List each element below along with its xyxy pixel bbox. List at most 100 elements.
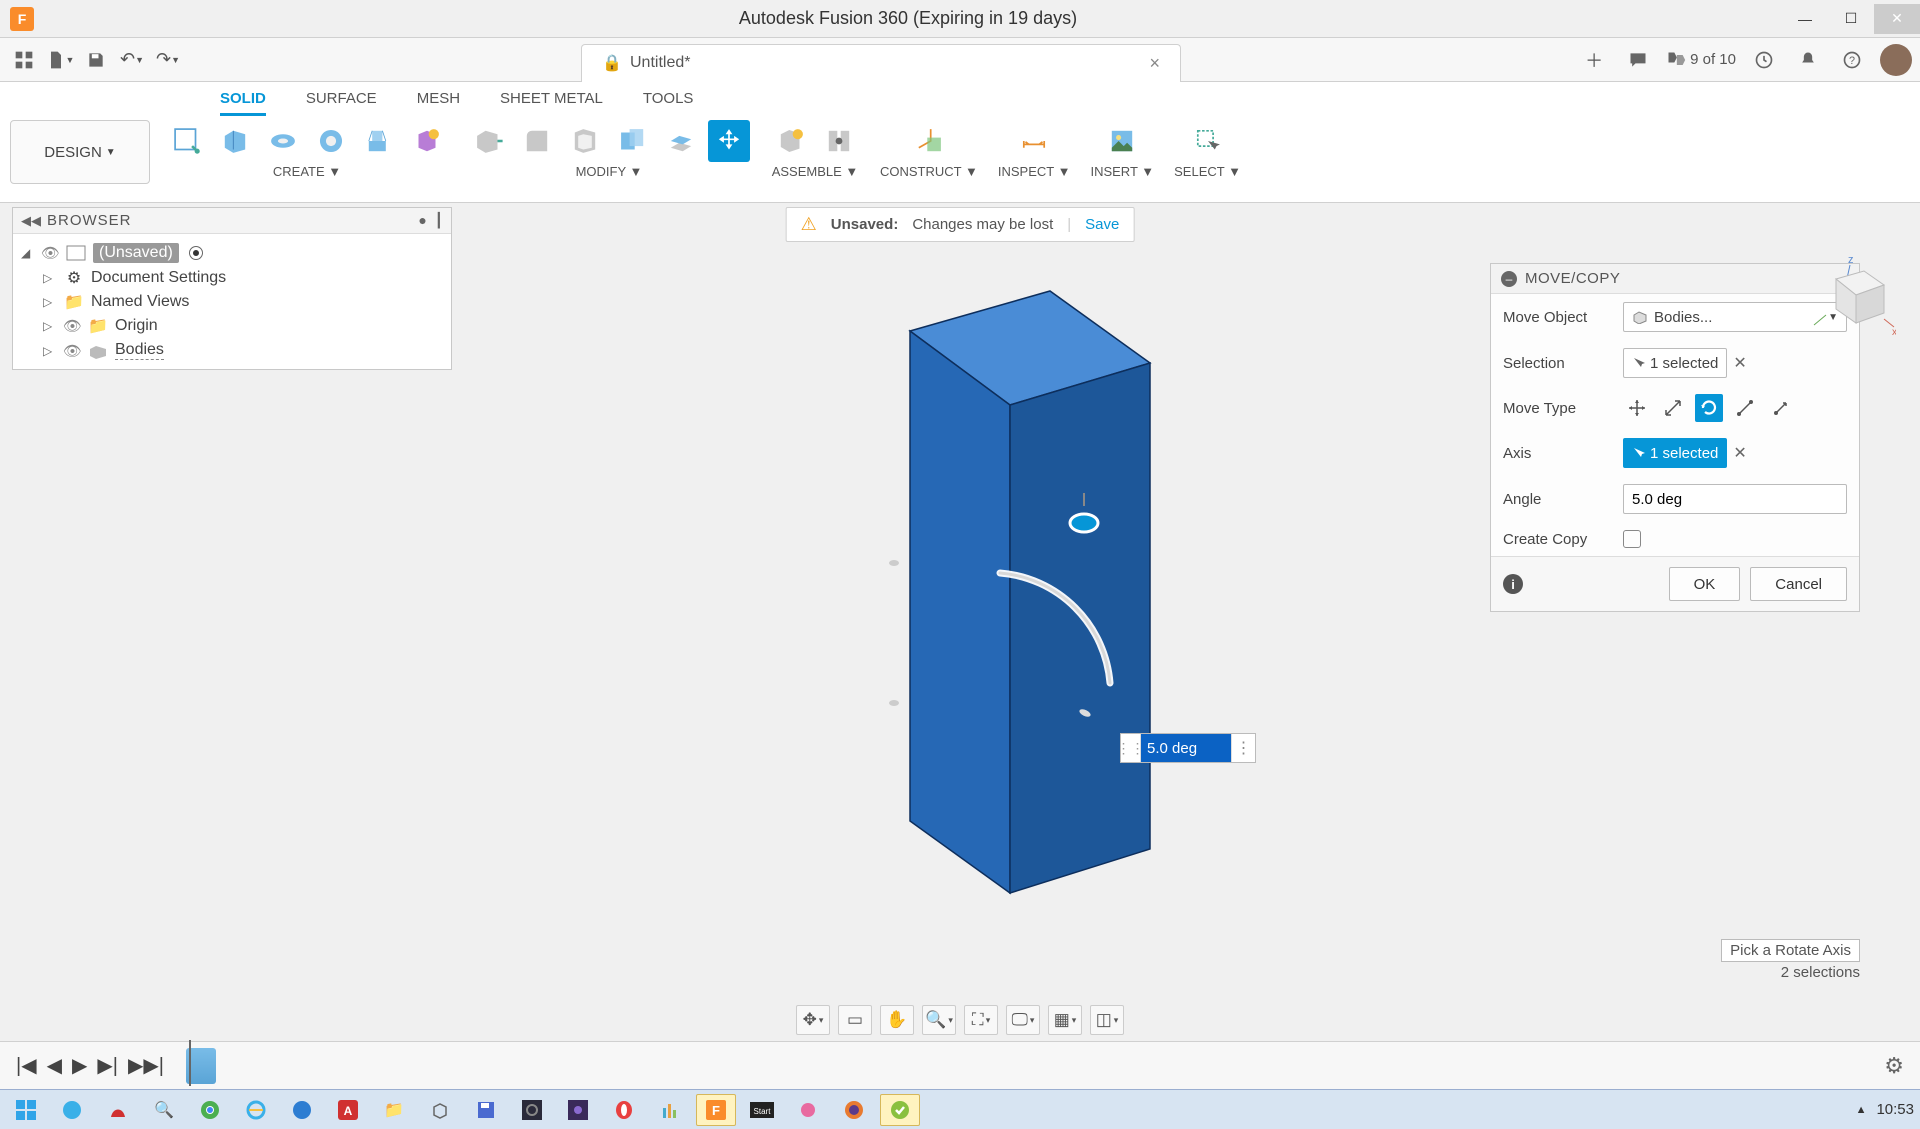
new-component-button[interactable] bbox=[770, 120, 812, 162]
job-status-button[interactable] bbox=[1748, 44, 1780, 76]
tree-item-named-views[interactable]: ▷ 📁 Named Views bbox=[17, 290, 447, 314]
grid-button[interactable]: ▦▾ bbox=[1048, 1005, 1082, 1035]
move-button[interactable] bbox=[708, 120, 750, 162]
maximize-button[interactable]: ☐ bbox=[1828, 4, 1874, 34]
tab-tools[interactable]: TOOLS bbox=[643, 90, 694, 116]
selection-badge[interactable]: 1 selected bbox=[1623, 348, 1727, 378]
tab-surface[interactable]: SURFACE bbox=[306, 90, 377, 116]
look-at-button[interactable]: ▭ bbox=[838, 1005, 872, 1035]
tb-app-red[interactable] bbox=[98, 1094, 138, 1126]
pan-button[interactable]: ✋ bbox=[880, 1005, 914, 1035]
comments-button[interactable] bbox=[1622, 44, 1654, 76]
sketch-button[interactable] bbox=[166, 120, 208, 162]
tb-explorer[interactable]: 📁 bbox=[374, 1094, 414, 1126]
move-type-rotate[interactable] bbox=[1695, 394, 1723, 422]
create-form-button[interactable] bbox=[406, 120, 448, 162]
tab-sheet-metal[interactable]: SHEET METAL bbox=[500, 90, 603, 116]
collapse-icon[interactable]: – bbox=[1501, 271, 1517, 287]
cancel-button[interactable]: Cancel bbox=[1750, 567, 1847, 601]
timeline-end[interactable]: ▶▶| bbox=[128, 1053, 164, 1078]
zoom-button[interactable]: 🔍▾ bbox=[922, 1005, 956, 1035]
undo-button[interactable]: ↶▼ bbox=[116, 44, 148, 76]
tb-app-dark[interactable] bbox=[558, 1094, 598, 1126]
file-button[interactable]: ▼ bbox=[44, 44, 76, 76]
sweep-button[interactable] bbox=[310, 120, 352, 162]
browser-pin[interactable]: ● ┃ bbox=[418, 212, 443, 229]
tb-skype[interactable] bbox=[52, 1094, 92, 1126]
tree-item-bodies[interactable]: ▷👁 Bodies bbox=[17, 338, 447, 363]
tb-start-app[interactable]: Start bbox=[742, 1094, 782, 1126]
extrude-button[interactable] bbox=[214, 120, 256, 162]
panel-header[interactable]: – MOVE/COPY bbox=[1491, 264, 1859, 294]
fit-button[interactable]: ⛶▾ bbox=[964, 1005, 998, 1035]
move-type-point-to-point[interactable] bbox=[1731, 394, 1759, 422]
new-tab-button[interactable]: ＋ bbox=[1578, 44, 1610, 76]
tb-app-pink[interactable] bbox=[788, 1094, 828, 1126]
move-type-point-to-position[interactable] bbox=[1767, 394, 1795, 422]
tb-save[interactable] bbox=[466, 1094, 506, 1126]
ok-button[interactable]: OK bbox=[1669, 567, 1741, 601]
insert-button[interactable] bbox=[1101, 120, 1143, 162]
minimize-button[interactable]: — bbox=[1782, 4, 1828, 34]
save-button[interactable] bbox=[80, 44, 112, 76]
timeline-start[interactable]: |◀ bbox=[16, 1053, 37, 1078]
timeline-settings[interactable]: ⚙ bbox=[1884, 1053, 1904, 1079]
tb-firefox[interactable] bbox=[834, 1094, 874, 1126]
tb-obs[interactable] bbox=[512, 1094, 552, 1126]
joint-button[interactable] bbox=[818, 120, 860, 162]
tb-app-bars[interactable] bbox=[650, 1094, 690, 1126]
tb-opera[interactable] bbox=[604, 1094, 644, 1126]
loft-button[interactable] bbox=[358, 120, 400, 162]
tb-ie[interactable] bbox=[236, 1094, 276, 1126]
tray-arrow-icon[interactable]: ▲ bbox=[1856, 1104, 1867, 1116]
combine-button[interactable] bbox=[612, 120, 654, 162]
extensions-button[interactable]: 9 of 10 bbox=[1666, 50, 1736, 70]
angle-field[interactable] bbox=[1623, 484, 1847, 514]
save-link[interactable]: Save bbox=[1085, 216, 1119, 233]
timeline-prev[interactable]: ◀ bbox=[47, 1053, 62, 1078]
tree-item-origin[interactable]: ▷👁 📁 Origin bbox=[17, 314, 447, 338]
tb-app-cube[interactable] bbox=[420, 1094, 460, 1126]
tab-solid[interactable]: SOLID bbox=[220, 90, 266, 116]
press-pull-button[interactable] bbox=[468, 120, 510, 162]
tb-acrobat[interactable]: A bbox=[328, 1094, 368, 1126]
data-panel-button[interactable] bbox=[8, 44, 40, 76]
move-type-translate[interactable] bbox=[1659, 394, 1687, 422]
clear-axis-button[interactable]: ✕ bbox=[1733, 443, 1746, 463]
3d-model[interactable] bbox=[780, 263, 1180, 908]
tb-fusion[interactable]: F bbox=[696, 1094, 736, 1126]
fillet-button[interactable] bbox=[516, 120, 558, 162]
axis-badge[interactable]: 1 selected bbox=[1623, 438, 1727, 468]
document-tab[interactable]: 🔒 Untitled* × bbox=[581, 44, 1181, 82]
tb-chrome[interactable] bbox=[190, 1094, 230, 1126]
viewport-button[interactable]: ◫▾ bbox=[1090, 1005, 1124, 1035]
tree-root-radio[interactable] bbox=[189, 246, 203, 260]
browser-collapse-icon[interactable]: ◀◀ bbox=[21, 213, 41, 229]
redo-button[interactable]: ↷▼ bbox=[152, 44, 184, 76]
clock[interactable]: 10:53 bbox=[1876, 1101, 1914, 1118]
workspace-switcher[interactable]: DESIGN ▼ bbox=[10, 120, 150, 184]
close-button[interactable]: ✕ bbox=[1874, 4, 1920, 34]
inspect-button[interactable] bbox=[1013, 120, 1055, 162]
timeline-play[interactable]: ▶ bbox=[72, 1053, 87, 1078]
create-copy-checkbox[interactable] bbox=[1623, 530, 1641, 548]
drag-grip-icon[interactable]: ⋮⋮ bbox=[1121, 734, 1141, 762]
shell-button[interactable] bbox=[564, 120, 606, 162]
tab-mesh[interactable]: MESH bbox=[417, 90, 460, 116]
view-cube[interactable]: z x bbox=[1806, 249, 1896, 344]
start-button[interactable] bbox=[6, 1094, 46, 1126]
user-avatar[interactable] bbox=[1880, 44, 1912, 76]
help-button[interactable]: ? bbox=[1836, 44, 1868, 76]
tree-root[interactable]: ◢👁 (Unsaved) bbox=[17, 240, 447, 266]
timeline-feature[interactable] bbox=[186, 1048, 216, 1084]
timeline-next[interactable]: ▶| bbox=[97, 1053, 118, 1078]
select-button[interactable] bbox=[1187, 120, 1229, 162]
tb-edge[interactable] bbox=[282, 1094, 322, 1126]
orbit-button[interactable]: ✥▾ bbox=[796, 1005, 830, 1035]
close-tab-button[interactable]: × bbox=[1150, 53, 1161, 74]
move-type-free[interactable] bbox=[1623, 394, 1651, 422]
clear-selection-button[interactable]: ✕ bbox=[1733, 353, 1746, 373]
info-icon[interactable]: i bbox=[1503, 574, 1523, 594]
angle-input[interactable] bbox=[1141, 734, 1231, 762]
notifications-button[interactable] bbox=[1792, 44, 1824, 76]
